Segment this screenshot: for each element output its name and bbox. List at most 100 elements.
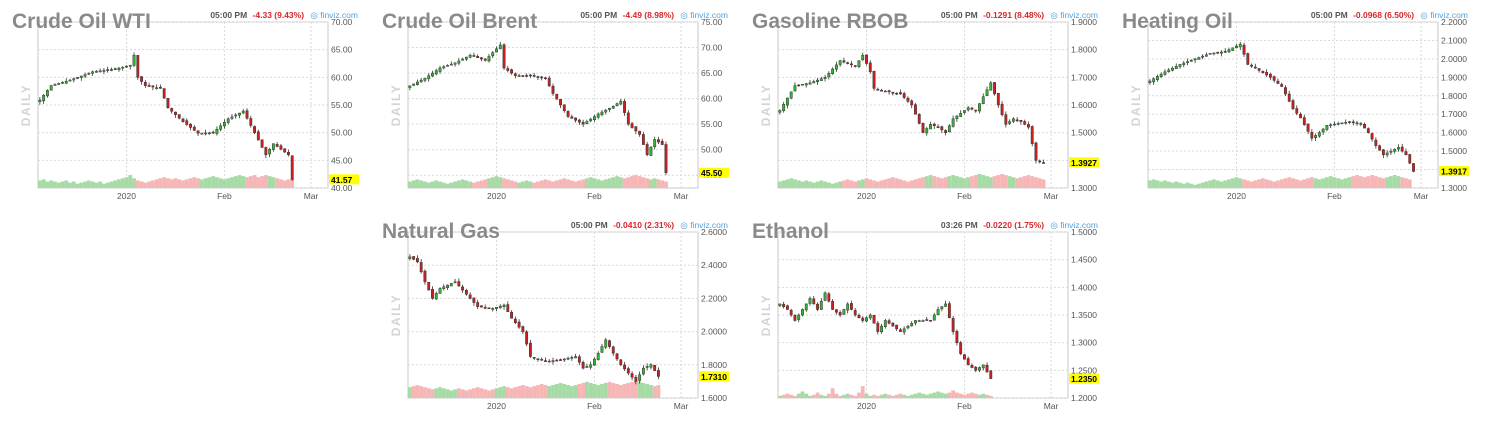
candle	[1393, 149, 1397, 152]
volume-bar	[90, 181, 95, 188]
candle	[483, 307, 487, 309]
quote-header: 05:00 PM -4.33 (9.43%) ◎ finviz.com	[210, 10, 358, 21]
volume-bar	[252, 175, 257, 188]
candle	[789, 91, 793, 99]
volume-bar	[875, 395, 880, 398]
chart-panel-crude-oil-wti[interactable]: 70.00 65.00 60.00 55.00 50.00 45.00 40.00 2020 F…	[8, 4, 368, 214]
last-price-label: 1.3917	[1441, 167, 1467, 177]
x-tick-label: Feb	[1327, 191, 1342, 201]
source-link[interactable]: finviz.com	[690, 10, 728, 20]
candle	[408, 256, 412, 259]
volume-bar	[411, 386, 416, 398]
finviz-logo-icon[interactable]: ◎ finviz.com	[1420, 10, 1468, 20]
candle	[645, 366, 649, 368]
source-link[interactable]: finviz.com	[320, 10, 358, 20]
chart-title: Ethanol	[752, 220, 829, 243]
candle	[944, 130, 948, 133]
crude-oil-brent-chart[interactable]: 75.0070.0065.0060.0055.0050.0045.002020F…	[378, 4, 738, 214]
source-link[interactable]: finviz.com	[1060, 220, 1098, 230]
volume-bar	[838, 181, 843, 188]
volume-bar	[1355, 175, 1359, 188]
volume-bar	[271, 177, 276, 188]
candle	[883, 320, 887, 327]
volume-bar	[1313, 178, 1318, 188]
volume-bar	[188, 178, 193, 188]
candle	[1000, 103, 1004, 115]
candle	[1261, 71, 1265, 73]
finviz-logo-icon[interactable]: ◎ finviz.com	[1050, 220, 1098, 230]
candle	[61, 82, 64, 84]
x-tick-label: 2020	[857, 191, 876, 201]
candle	[638, 374, 642, 381]
y-tick-label: 1.7000	[1071, 72, 1097, 82]
chart-panel-heating-oil[interactable]: 2.2000 2.1000 2.0000 1.9000 1.8000 1.7000 1.60…	[1118, 4, 1478, 214]
finviz-logo-icon[interactable]: ◎ finviz.com	[680, 10, 728, 20]
chart-panel-crude-oil-brent[interactable]: 75.0070.0065.0060.0055.0050.0045.002020F…	[378, 4, 738, 214]
candle	[438, 67, 442, 72]
volume-bar	[539, 180, 544, 188]
candle	[634, 376, 638, 382]
volume-bar	[630, 176, 634, 188]
candle	[929, 124, 932, 130]
gasoline-rbob-chart[interactable]: 1.90001.80001.70001.60001.50001.40001.30…	[748, 4, 1108, 214]
candle	[850, 303, 853, 310]
candle	[1178, 64, 1182, 67]
source-link[interactable]: finviz.com	[690, 220, 728, 230]
volume-bar	[988, 395, 993, 398]
volume-bar	[56, 182, 61, 188]
quote-change: -0.0220 (1.75%)	[983, 220, 1045, 230]
candle	[106, 69, 110, 71]
chart-panel-natural-gas[interactable]: 2.6000 2.4000 2.2000 2.0000 1.8000 1.6000 2020…	[378, 214, 738, 424]
y-tick-label: 1.5000	[1071, 227, 1097, 237]
volume-bar	[1015, 178, 1020, 188]
candle	[838, 60, 842, 65]
volume-bar	[419, 386, 424, 398]
volume-bar	[1400, 177, 1405, 188]
candle	[472, 55, 476, 57]
volume-bar	[415, 179, 420, 188]
volume-bar	[633, 175, 638, 188]
candle	[868, 62, 872, 73]
finviz-logo-icon[interactable]: ◎ finviz.com	[310, 10, 358, 20]
volume-bar	[513, 387, 518, 398]
candle	[623, 364, 626, 370]
heating-oil-chart[interactable]: 2.2000 2.1000 2.0000 1.9000 1.8000 1.7000 1.60…	[1118, 4, 1478, 214]
candle	[902, 93, 906, 98]
candle	[283, 148, 287, 153]
candle	[842, 309, 846, 315]
volume-bar	[879, 394, 884, 398]
finviz-logo-icon[interactable]: ◎ finviz.com	[680, 220, 728, 230]
volume-bar	[1212, 179, 1216, 188]
candle	[53, 84, 57, 86]
y-tick-label: 50.00	[331, 128, 353, 138]
natural-gas-chart[interactable]: 2.6000 2.4000 2.2000 2.0000 1.8000 1.6000 2020…	[378, 214, 738, 424]
candle	[910, 323, 914, 327]
finviz-logo-icon[interactable]: ◎ finviz.com	[1050, 10, 1098, 20]
volume-bar	[423, 181, 427, 188]
candle	[491, 52, 495, 57]
y-tick-label: 40.00	[331, 183, 353, 193]
volume-bar	[536, 181, 540, 188]
candle	[816, 79, 819, 83]
volume-bar	[566, 179, 570, 188]
chart-panel-gasoline-rbob[interactable]: 1.90001.80001.70001.60001.50001.40001.30…	[748, 4, 1108, 214]
candle	[608, 340, 611, 347]
candle	[1004, 114, 1008, 125]
volume-bar	[135, 180, 140, 188]
candle	[608, 107, 611, 110]
y-tick-label: 70.00	[331, 17, 353, 27]
crude-oil-wti-chart[interactable]: 70.00 65.00 60.00 55.00 50.00 45.00 40.00 2020 F…	[8, 4, 368, 214]
source-link[interactable]: finviz.com	[1060, 10, 1098, 20]
candle	[1257, 68, 1261, 71]
chart-panel-ethanol[interactable]: 1.5000 1.4500 1.4000 1.3500 1.3000 1.2500 1.20…	[748, 214, 1108, 424]
candle	[487, 307, 491, 310]
candle	[823, 292, 827, 301]
ethanol-chart[interactable]: 1.5000 1.4500 1.4000 1.3500 1.3000 1.2500 1.20…	[748, 214, 1108, 424]
candle	[604, 339, 608, 348]
candle	[959, 113, 963, 117]
volume-bar	[1389, 176, 1393, 188]
volume-bar	[585, 178, 589, 188]
candle	[442, 286, 446, 289]
source-link[interactable]: finviz.com	[1430, 10, 1468, 20]
period-label: DAILY	[759, 84, 773, 126]
